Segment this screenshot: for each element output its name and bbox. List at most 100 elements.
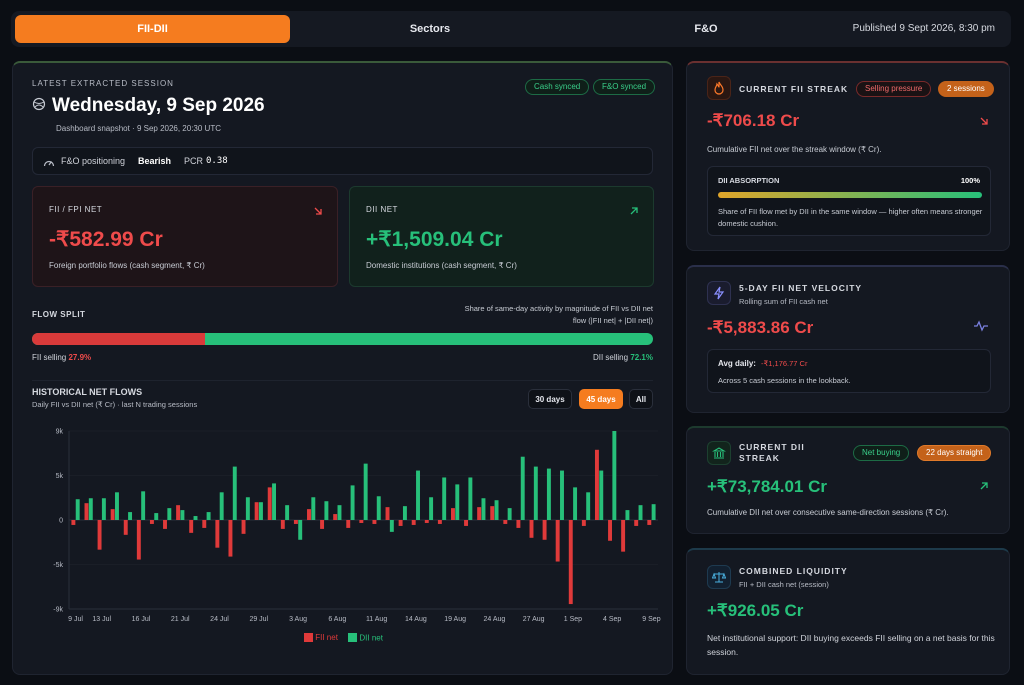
dii-bar <box>245 497 250 520</box>
tab-fno[interactable]: F&O <box>694 23 718 35</box>
activity-icon <box>973 319 989 332</box>
dii-bar <box>520 456 525 520</box>
dii-bar <box>494 500 499 520</box>
dii-bar <box>167 508 172 520</box>
fno-label: F&O positioning <box>61 156 126 166</box>
fii-streak-desc: Cumulative FII net over the streak windo… <box>707 145 882 154</box>
fno-positioning-strip: F&O positioning Bearish PCR 0.38 <box>32 147 653 175</box>
x-tick-label: 1 Sep <box>564 616 582 623</box>
dii-bar <box>272 483 277 520</box>
fii-split-fill <box>32 333 206 345</box>
dii-bar <box>311 497 316 520</box>
dii-bar <box>193 516 198 520</box>
range-all-button[interactable]: All <box>629 389 653 409</box>
velocity-card: 5-DAY FII NET VELOCITY Rolling sum of FI… <box>686 265 1010 413</box>
fii-bar <box>123 520 128 535</box>
fii-bar <box>594 449 599 520</box>
absorption-pct: 100% <box>960 176 980 185</box>
dii-bar <box>128 512 133 520</box>
absorption-desc: Share of FII flow met by DII in the same… <box>718 207 983 228</box>
fii-bar <box>542 520 547 540</box>
arrow-up-right-icon <box>629 203 639 215</box>
legend-dii-label: DII net <box>359 633 383 643</box>
fii-card-title: FII / FPI NET <box>49 205 103 214</box>
fii-bar <box>385 507 390 520</box>
arrow-up-right-icon <box>979 478 989 490</box>
fii-bar <box>189 520 194 533</box>
dii-bar <box>115 492 119 520</box>
dii-bar <box>285 505 290 520</box>
divider <box>32 380 653 381</box>
fii-bar <box>490 506 495 520</box>
fii-bar <box>647 520 652 525</box>
dii-split-pct: 72.1% <box>630 353 653 362</box>
absorption-fill <box>718 192 982 198</box>
gauge-icon <box>43 156 55 168</box>
snapshot-text: Dashboard snapshot · 9 Sep 2026, 20:30 U… <box>56 124 221 133</box>
fii-bar <box>280 520 285 529</box>
fii-bar <box>372 520 377 524</box>
fii-bar <box>464 520 469 526</box>
arrow-down-right-icon <box>979 113 989 125</box>
fii-bar <box>581 520 586 526</box>
dii-bar <box>298 520 303 540</box>
dii-bar <box>468 477 473 520</box>
dii-net-card: DII NET +₹1,509.04 Cr Domestic instituti… <box>349 186 654 287</box>
history-title: HISTORICAL NET FLOWS <box>32 387 143 397</box>
combined-liquidity-card: COMBINED LIQUIDITY FII + DII cash net (s… <box>686 548 1010 675</box>
pcr-value: 0.38 <box>206 156 228 166</box>
fii-split-label: FII selling 27.9% <box>32 353 92 362</box>
dii-streak-title: CURRENT DII STREAK <box>739 442 805 463</box>
fii-bar <box>477 507 482 520</box>
fii-bar <box>202 520 207 528</box>
history-subtitle: Daily FII vs DII net (₹ Cr) · last N tra… <box>32 400 198 409</box>
range-30-days-button[interactable]: 30 days <box>528 389 572 409</box>
fii-bar <box>333 514 338 520</box>
fii-bar <box>398 520 403 526</box>
absorption-bar <box>718 192 982 198</box>
liquidity-title: COMBINED LIQUIDITY <box>739 566 848 576</box>
fii-streak-value: -₹706.18 Cr <box>707 111 800 130</box>
fno-value: Bearish <box>138 156 172 166</box>
net-buying-badge: Net buying <box>853 445 910 461</box>
x-tick-label: 24 Jul <box>210 616 229 623</box>
fii-bar <box>136 520 141 560</box>
x-tick-label: 21 Jul <box>171 616 190 623</box>
fii-bar <box>176 505 181 520</box>
arrow-down-right-icon <box>313 203 323 215</box>
fii-bar <box>516 520 521 528</box>
x-tick-label: 27 Aug <box>523 616 545 623</box>
y-tick-label: -5k <box>53 562 63 569</box>
published-timestamp: Published 9 Sept 2026, 8:30 pm <box>852 23 995 34</box>
fii-bar <box>254 502 259 520</box>
fii-bar <box>608 520 612 541</box>
y-tick-label: 5k <box>56 473 64 480</box>
x-tick-label: 11 Aug <box>366 616 387 623</box>
fii-bar <box>215 520 220 548</box>
dii-bar <box>442 477 447 520</box>
tab-fii-dii[interactable]: FII-DII <box>15 15 290 43</box>
tab-sectors[interactable]: Sectors <box>409 23 451 35</box>
dii-bar <box>180 510 185 520</box>
fii-bar <box>320 520 325 529</box>
dii-bar <box>154 513 159 520</box>
dii-streak-card: CURRENT DII STREAK Net buying 22 days st… <box>686 426 1010 534</box>
velocity-value: -₹5,883.86 Cr <box>707 318 814 337</box>
dii-bar <box>455 484 460 520</box>
fii-bar <box>228 520 233 557</box>
dii-bar <box>219 492 224 520</box>
x-tick-label: 14 Aug <box>405 616 427 623</box>
dii-bar <box>376 496 381 520</box>
fii-bar <box>307 509 311 520</box>
dii-net-value: +₹1,509.04 Cr <box>366 228 503 251</box>
dii-bar <box>206 512 211 520</box>
velocity-desc: Across 5 cash sessions in the lookback. <box>718 376 851 385</box>
cash-synced-badge: Cash synced <box>525 79 590 95</box>
fii-bar <box>359 520 364 523</box>
fii-bar <box>346 520 351 528</box>
dii-bar <box>586 492 591 520</box>
range-45-days-button[interactable]: 45 days <box>579 389 623 409</box>
fii-net-value: -₹582.99 Cr <box>49 228 163 251</box>
fno-synced-badge: F&O synced <box>593 79 656 95</box>
fii-bar <box>241 520 246 534</box>
